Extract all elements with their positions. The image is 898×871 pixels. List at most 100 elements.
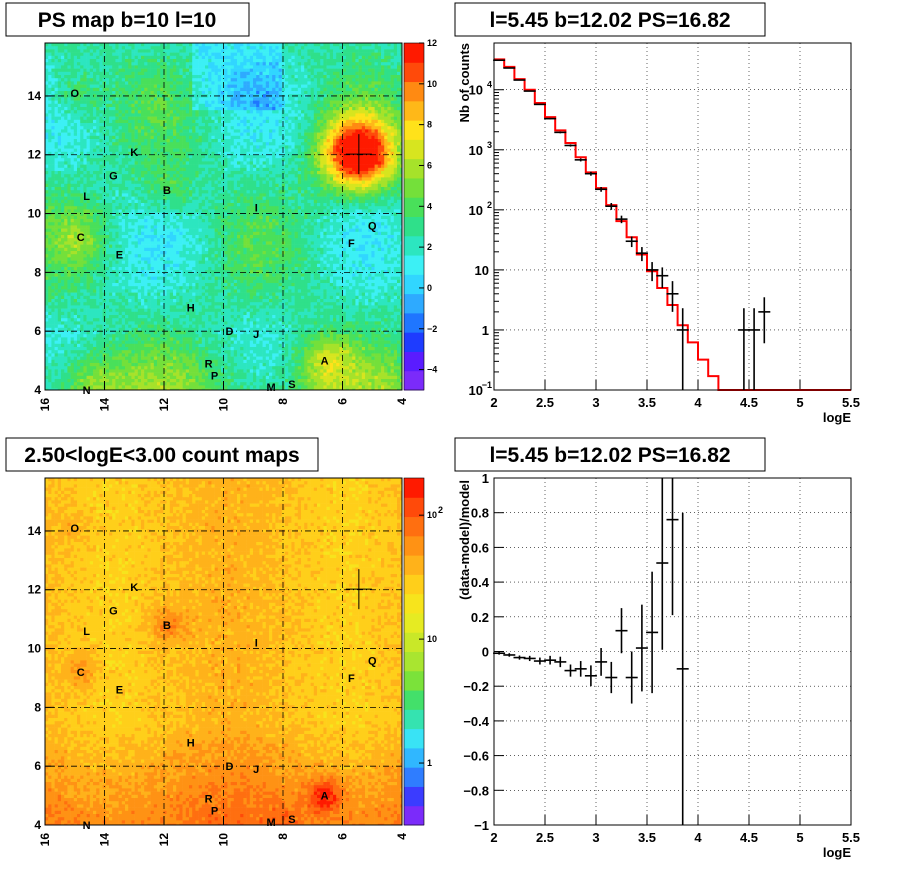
source-label: G <box>109 170 118 182</box>
y-tick-label: 0.8 <box>471 506 489 521</box>
source-label: K <box>130 582 138 594</box>
colorbar-cell <box>404 293 424 314</box>
y-tick-label: 4 <box>34 383 41 397</box>
source-label: B <box>163 620 171 632</box>
y-tick-label: 8 <box>34 700 41 714</box>
colorbar-cell <box>404 670 424 691</box>
y-tick-label: 8 <box>34 265 41 279</box>
colorbar-cell <box>404 767 424 787</box>
y-tick-label: 10 <box>469 203 483 218</box>
y-tick-label: −0.4 <box>463 714 489 729</box>
source-label: F <box>348 673 355 685</box>
y-tick-label: 10 <box>469 383 483 398</box>
y-tick-label: 10 <box>28 642 42 656</box>
source-label: N <box>83 385 91 397</box>
colorbar-frame <box>403 42 425 391</box>
source-label: E <box>116 685 123 697</box>
colorbar-label: 10 <box>427 79 437 89</box>
x-tick-label: 5.5 <box>842 395 860 410</box>
spectrum-title-box: l=5.45 b=12.02 PS=16.82 <box>454 2 766 37</box>
x-axis-label: logE <box>823 845 851 860</box>
x-tick-label: 4.5 <box>740 395 758 410</box>
source-label: N <box>83 820 91 832</box>
y-tick-label: 10 <box>469 83 483 98</box>
y-tick-label: 0.2 <box>471 610 489 625</box>
ps-map-title-box: PS map b=10 l=10 <box>5 2 250 37</box>
y-tick-label: −0.8 <box>463 783 489 798</box>
y-tick-label: 14 <box>28 524 42 538</box>
colorbar-cell <box>404 651 424 672</box>
x-tick-label: 14 <box>98 398 112 412</box>
y-axis-label: (data-model)/model <box>457 480 472 600</box>
x-tick-label: 3.5 <box>638 395 656 410</box>
x-tick-label: 12 <box>157 398 171 412</box>
x-tick-label: 16 <box>38 833 52 847</box>
colorbar-cell <box>404 274 424 295</box>
colorbar-label: 1 <box>427 758 432 768</box>
colorbar-cell <box>404 62 424 83</box>
colorbar-cell <box>404 197 424 217</box>
spectrum-title: l=5.45 b=12.02 PS=16.82 <box>489 9 730 32</box>
colorbar-label: 12 <box>427 38 437 48</box>
x-tick-label: 3 <box>592 830 599 845</box>
x-tick-label: 5 <box>796 395 803 410</box>
x-tick-label: 8 <box>276 398 290 405</box>
source-label: D <box>225 761 233 773</box>
x-tick-label: 6 <box>336 398 350 405</box>
colorbar-cell <box>404 574 424 595</box>
x-tick-label: 14 <box>98 833 112 847</box>
colorbar-cell <box>404 612 424 633</box>
source-label: O <box>70 88 79 100</box>
x-tick-label: 2 <box>490 395 497 410</box>
model-histogram <box>494 58 851 391</box>
x-tick-label: 8 <box>276 833 290 840</box>
source-label: B <box>163 185 171 197</box>
colorbar-cell <box>404 709 424 730</box>
source-label: J <box>253 764 259 776</box>
y-tick-label: 12 <box>28 148 42 162</box>
y-tick-label: 10 <box>475 263 489 278</box>
y-axis-label: Nb of counts <box>457 43 472 122</box>
colorbar-cell <box>404 139 424 160</box>
colorbar-cell <box>404 255 424 275</box>
source-label: Q <box>368 220 377 232</box>
x-tick-label: 6 <box>336 833 350 840</box>
ps-map-title: PS map b=10 l=10 <box>38 9 217 32</box>
ps-map-panel: 16 14 12 10 8 6 4 4 6 8 10 12 14 O KG B L I Q C F E H D J A RP SM N 1… <box>28 38 438 411</box>
colorbar-label-exp: 2 <box>438 505 443 515</box>
colorbar-cell <box>404 497 424 518</box>
source-label: S <box>288 814 295 826</box>
colorbar-label: −2 <box>427 324 437 334</box>
y-tick-label: 0 <box>482 645 489 660</box>
colorbar-cell <box>404 747 424 768</box>
x-tick-label: 4 <box>395 398 409 405</box>
source-label: M <box>267 382 276 394</box>
y-tick-label: −0.6 <box>463 749 489 764</box>
residual-title: l=5.45 b=12.02 PS=16.82 <box>489 444 730 467</box>
colorbar-cell <box>404 555 424 575</box>
y-tick-label: 0.4 <box>471 575 490 590</box>
x-axis-label: logE <box>823 410 851 425</box>
x-tick-label: 2.5 <box>536 830 554 845</box>
y-tick-label: 10 <box>28 207 42 221</box>
count-map-cells <box>45 478 402 825</box>
source-label: D <box>225 326 233 338</box>
y-tick-label-exp: 3 <box>487 140 492 150</box>
source-label: F <box>348 238 355 250</box>
colorbar-cell <box>404 478 424 498</box>
source-label: I <box>255 203 258 215</box>
x-tick-label: 10 <box>217 398 231 412</box>
colorbar-cell <box>404 100 424 121</box>
colorbar-label: −4 <box>427 365 437 375</box>
colorbar-cell <box>404 593 424 614</box>
colorbar-cell <box>404 728 424 749</box>
source-label: R <box>205 794 213 806</box>
x-tick-label: 4.5 <box>740 830 758 845</box>
colorbar-cell <box>404 370 424 391</box>
colorbar-cell <box>404 690 424 710</box>
source-label: M <box>267 817 276 829</box>
source-label: I <box>255 638 258 650</box>
x-tick-label: 5.5 <box>842 830 860 845</box>
source-label: H <box>187 738 195 750</box>
colorbar-cell <box>404 786 424 807</box>
